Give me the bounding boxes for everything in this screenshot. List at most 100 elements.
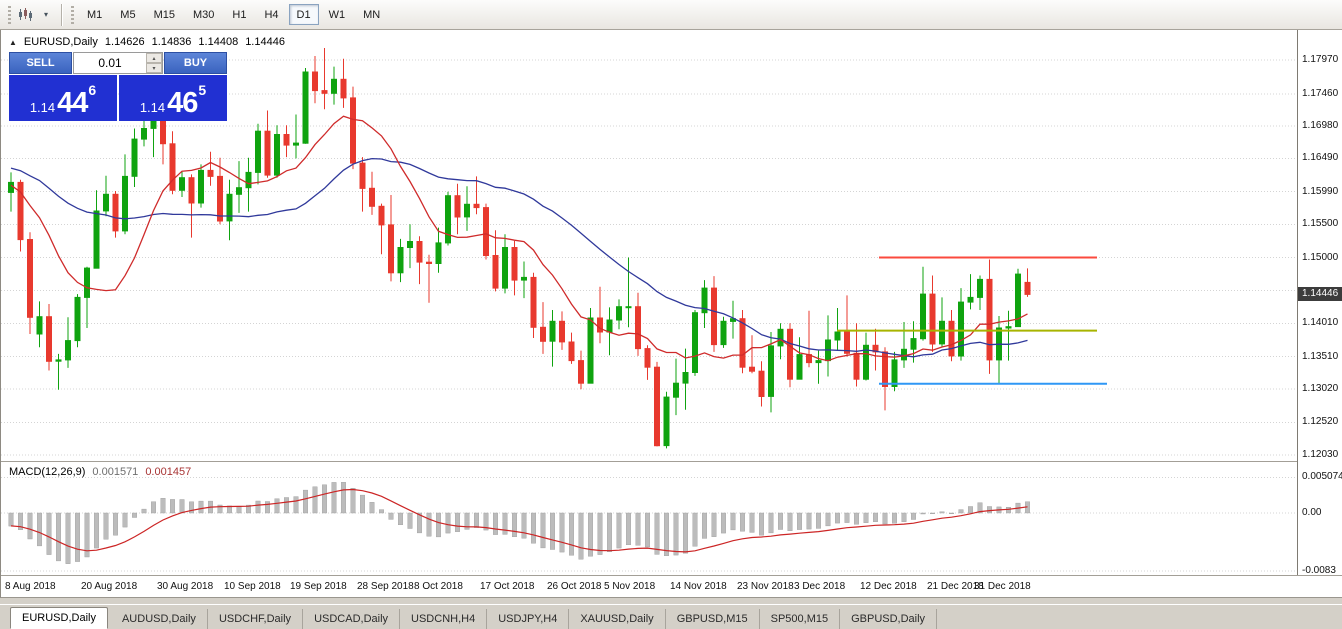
timeframe-button-h4[interactable]: H4: [256, 4, 286, 25]
chart-tab-usdcnh-h4[interactable]: USDCNH,H4: [400, 609, 488, 629]
candle-body: [93, 210, 100, 269]
macd-bar: [531, 512, 536, 544]
macd-bar: [911, 512, 916, 520]
chart-tab-sp500-m15[interactable]: SP500,M15: [760, 609, 841, 629]
ma-fast-line[interactable]: [10, 115, 1028, 362]
timeframe-button-d1[interactable]: D1: [288, 4, 319, 25]
chart-tab-xauusd-daily[interactable]: XAUUSD,Daily: [569, 609, 666, 629]
candle-body: [17, 181, 24, 241]
timeframe-button-w1[interactable]: W1: [321, 4, 354, 25]
macd-bar: [844, 512, 850, 523]
candle-body: [27, 239, 33, 318]
chart-symbol-period: EURUSD,Daily: [23, 36, 98, 48]
price-axis-label: 1.14010: [1302, 317, 1339, 328]
candle-body: [464, 203, 470, 218]
chart-title: ▲ EURUSD,Daily 1.14626 1.14836 1.14408 1…: [9, 36, 285, 48]
macd-bar: [388, 512, 394, 520]
macd-bar: [930, 512, 935, 515]
macd-bar: [683, 512, 688, 554]
timeframe-button-m5[interactable]: M5: [112, 4, 143, 25]
candle-body: [350, 97, 356, 164]
macd-bar: [540, 512, 546, 549]
macd-bar: [445, 512, 451, 534]
macd-bar: [179, 499, 185, 514]
chart-tab-eurusd-daily[interactable]: EURUSD,Daily: [10, 607, 108, 629]
macd-bar: [1006, 507, 1011, 514]
macd-bar: [331, 482, 337, 514]
buy-price-pips: 46: [167, 87, 198, 120]
volume-decrease-button[interactable]: ▾: [146, 63, 162, 73]
candle-body: [1005, 326, 1012, 329]
candle-body: [359, 162, 366, 189]
candle-body: [872, 344, 879, 353]
chart-window-icon: ▲: [9, 37, 17, 47]
buy-price-panel[interactable]: 1.14 46 5: [119, 75, 227, 121]
candle-body: [236, 187, 242, 195]
volume-value[interactable]: 0.01: [98, 56, 122, 70]
volume-stepper[interactable]: 0.01 ▴ ▾: [73, 52, 163, 74]
macd-bar: [464, 512, 470, 530]
macd-axis-label: 0.005074: [1302, 471, 1342, 482]
chart-tab-usdjpy-h4[interactable]: USDJPY,H4: [487, 609, 570, 629]
macd-bar: [132, 512, 137, 518]
candle-body: [511, 247, 518, 281]
candle-body: [8, 181, 14, 193]
timeframe-button-h1[interactable]: H1: [224, 4, 254, 25]
chart-tab-usdcad-daily[interactable]: USDCAD,Daily: [303, 609, 401, 629]
price-axis[interactable]: 1.17970 1.17460 1.16980 1.16490 1.15990 1.155…: [1297, 30, 1342, 576]
candle-body: [36, 316, 43, 335]
macd-bar: [398, 512, 403, 526]
candle-body: [283, 134, 290, 146]
candle-body: [587, 317, 594, 384]
candle-body: [796, 354, 803, 380]
ohlc-low: 1.14408: [198, 36, 239, 48]
macd-indicator-chart[interactable]: [1, 462, 1297, 575]
chart-tab-usdchf-daily[interactable]: USDCHF,Daily: [208, 609, 304, 629]
timeframe-button-m30[interactable]: M30: [185, 4, 222, 25]
timeframe-button-m1[interactable]: M1: [79, 4, 110, 25]
volume-increase-button[interactable]: ▴: [146, 53, 162, 63]
macd-bar: [160, 498, 166, 514]
candle-body: [958, 301, 964, 357]
macd-bar: [949, 512, 954, 515]
candle-body: [692, 312, 698, 374]
macd-bar: [27, 512, 33, 540]
candle-body: [103, 193, 109, 212]
candle-body: [245, 171, 252, 189]
macd-bar: [436, 512, 441, 538]
toolbar-grip[interactable]: [8, 5, 11, 24]
candle-body: [986, 278, 993, 361]
timeframe-button-mn[interactable]: MN: [355, 4, 388, 25]
candle-body: [720, 320, 727, 346]
toolbar-grip[interactable]: [71, 5, 74, 24]
price-chart[interactable]: [1, 30, 1297, 461]
sell-button[interactable]: SELL: [9, 52, 72, 74]
ma-slow-line[interactable]: [10, 157, 1028, 358]
sell-price-panel[interactable]: 1.14 44 6: [9, 75, 117, 121]
time-axis-label: 12 Dec 2018: [860, 581, 917, 592]
chart-type-button[interactable]: [15, 4, 36, 26]
toolbar-dropdown-button[interactable]: ▾: [36, 4, 56, 26]
time-axis-label: 8 Oct 2018: [414, 581, 463, 592]
panel-separator[interactable]: [1, 461, 1342, 462]
candle-body: [625, 306, 632, 309]
time-axis-label: 17 Oct 2018: [480, 581, 535, 592]
buy-button[interactable]: BUY: [164, 52, 227, 74]
macd-bar: [303, 489, 308, 514]
chart-tab-gbpusd-daily[interactable]: GBPUSD,Daily: [840, 609, 938, 629]
timeframe-button-m15[interactable]: M15: [146, 4, 183, 25]
candle-body: [122, 175, 128, 232]
candle-body: [426, 261, 432, 264]
macd-indicator-label: MACD(12,26,9) 0.001571 0.001457: [9, 466, 191, 478]
chart-tab-gbpusd-m15[interactable]: GBPUSD,M15: [666, 609, 760, 629]
macd-bar: [227, 505, 232, 514]
macd-bar: [635, 512, 641, 546]
macd-bar: [170, 499, 175, 514]
macd-bar: [474, 512, 479, 528]
time-axis[interactable]: 8 Aug 2018 20 Aug 2018 30 Aug 2018 10 Sep 2…: [1, 575, 1342, 597]
time-axis-label: 19 Sep 2018: [290, 581, 347, 592]
macd-bar: [189, 501, 194, 514]
macd-bar: [702, 512, 707, 539]
toolbar-separator: [61, 3, 62, 26]
chart-tab-audusd-daily[interactable]: AUDUSD,Daily: [111, 609, 208, 629]
